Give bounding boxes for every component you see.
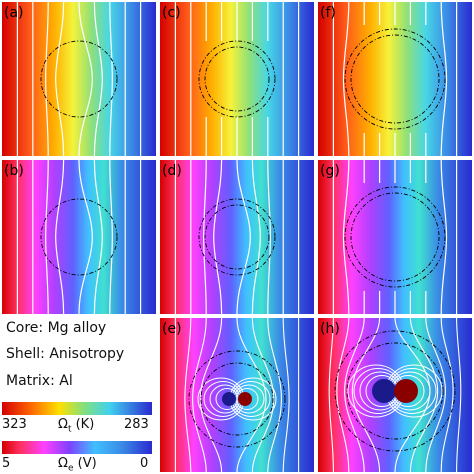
equipotential-line <box>328 318 334 472</box>
isotherm-line <box>251 160 261 314</box>
isotherm-line <box>236 160 251 314</box>
core-boundary <box>350 34 440 124</box>
legend-core: Core: Mg alloy <box>6 320 107 336</box>
shell-boundary <box>198 40 276 118</box>
panel-d: (d) <box>160 160 314 314</box>
isotherm-line <box>440 160 448 314</box>
field-background <box>318 2 472 156</box>
isotherm-line <box>45 2 49 156</box>
isotherm-line <box>45 160 49 314</box>
shell-boundary <box>198 198 276 276</box>
dipole-positive-pole <box>394 379 418 403</box>
isotherm-line <box>109 2 113 156</box>
panel-label: (c) <box>162 5 181 21</box>
panel-label: (f) <box>320 5 336 21</box>
legend-shell: Shell: Anisotropy <box>6 346 125 362</box>
isotherm-line <box>267 160 271 314</box>
core-boundary <box>346 342 444 440</box>
panel-a: (a) <box>2 2 156 156</box>
shell-boundary <box>40 198 118 276</box>
core-boundary <box>204 204 270 270</box>
core-boundary <box>350 192 440 282</box>
core-boundary <box>200 362 274 436</box>
electric-colorbar-left-value: 5 <box>2 456 11 471</box>
field-background <box>2 2 156 156</box>
isotherm-line <box>109 160 113 314</box>
equipotential-line <box>351 318 381 472</box>
equipotential-line <box>199 318 223 472</box>
thermal-colorbar-left-value: 323 <box>2 417 27 432</box>
equipotential-line <box>336 318 350 472</box>
dipole-positive-pole <box>238 392 252 406</box>
equipotential-line <box>425 318 446 472</box>
shell-boundary <box>344 186 446 288</box>
equipotential-line <box>236 318 267 472</box>
panel-h: (h) <box>318 318 472 472</box>
equipotential-line <box>192 318 207 472</box>
legend-matrix: Matrix: Al <box>6 373 73 389</box>
thermal-colorbar <box>2 402 152 415</box>
equipotential-line <box>184 318 192 472</box>
electric-colorbar <box>2 441 152 454</box>
isotherm-line <box>93 2 103 156</box>
shell-boundary <box>188 350 286 448</box>
isotherm-line <box>55 2 65 156</box>
panel-b: (b) <box>2 160 156 314</box>
equipotential-line <box>267 318 282 472</box>
equipotential-line <box>344 318 365 472</box>
panel-e: (e) <box>160 318 314 472</box>
field-background <box>318 160 472 314</box>
isotherm-line <box>213 160 223 314</box>
isotherm-line <box>55 160 65 314</box>
panel-c: (c) <box>160 2 314 156</box>
equipotential-line <box>282 318 290 472</box>
core-boundary <box>204 46 270 112</box>
isotherm-line <box>78 2 93 156</box>
thermal-colorbar-symbol: Ωt (K) <box>58 417 95 435</box>
isotherm-line <box>342 2 350 156</box>
panel-label: (b) <box>4 163 24 179</box>
equipotential-line <box>456 318 462 472</box>
panel-label: (h) <box>320 321 340 337</box>
panel-f: (f) <box>318 2 472 156</box>
isotherm-line <box>93 160 103 314</box>
electric-colorbar-symbol: Ωe (V) <box>58 456 97 474</box>
panel-g: (g) <box>318 160 472 314</box>
isotherm-line <box>342 160 350 314</box>
equipotential-line <box>440 318 454 472</box>
dipole-negative-pole <box>372 379 396 403</box>
shell-boundary <box>344 28 446 130</box>
panel-label: (g) <box>320 163 340 179</box>
isotherm-line <box>203 160 207 314</box>
equipotential-line <box>409 318 439 472</box>
panel-label: (e) <box>162 321 182 337</box>
isotherm-line <box>78 160 93 314</box>
field-background <box>160 160 314 314</box>
thermal-colorbar-right-value: 283 <box>124 417 149 432</box>
electric-colorbar-right-value: 0 <box>140 456 149 471</box>
panel-label: (d) <box>162 163 182 179</box>
shell-boundary <box>334 330 456 452</box>
field-background <box>2 160 156 314</box>
dipole-negative-pole <box>222 392 236 406</box>
shell-boundary <box>40 40 118 118</box>
panel-label: (a) <box>4 5 24 21</box>
isotherm-line <box>440 2 448 156</box>
equipotential-line <box>251 318 275 472</box>
